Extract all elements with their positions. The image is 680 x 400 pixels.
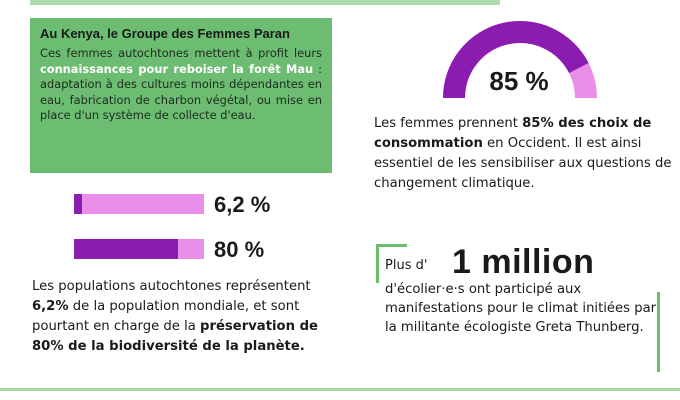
million-frame <box>376 244 660 372</box>
consumption-gauge <box>443 21 597 99</box>
population-text-1: Les populations autochtones représentent <box>32 279 311 294</box>
kenya-highlight: connaissances pour reboiser la forêt Mau <box>40 61 314 76</box>
population-bold-2: préservation de 80% de la biodiversité d… <box>32 319 318 354</box>
consumption-bold: 85% des choix de consommation <box>374 116 652 151</box>
kenya-box-text: Ces femmes autochtones mettent à profit … <box>40 46 322 124</box>
bar-population-fill <box>74 194 82 214</box>
million-figure: 1 million <box>452 243 595 281</box>
bar-biodiversity-label: 80 % <box>214 237 265 262</box>
million-prefix: Plus d' <box>385 258 428 273</box>
population-text-2: de la population mondiale, et sont pourt… <box>32 299 300 334</box>
bar-population-track <box>74 194 204 214</box>
kenya-text-2: : adaptation à des cultures moins dépend… <box>40 61 322 123</box>
frame-bracket-top-left <box>376 244 407 283</box>
bar-population <box>74 194 204 214</box>
million-paragraph: d'écolier·e·s ont participé aux manifest… <box>385 282 657 335</box>
consumption-text-1: Les femmes prennent <box>374 116 523 131</box>
gauge-fill <box>443 21 589 99</box>
population-bold-1: 6,2% <box>32 299 69 314</box>
kenya-info-box: Au Kenya, le Groupe des Femmes Paran Ces… <box>30 18 332 173</box>
bar-population-label: 6,2 % <box>214 192 271 217</box>
gauge-value-label: 85 % <box>489 66 549 96</box>
consumption-text-2: en Occident. Il est ainsi essentiel de l… <box>374 136 672 191</box>
population-paragraph: Les populations autochtones représentent… <box>32 277 342 357</box>
kenya-text-1: Ces femmes autochtones mettent à profit … <box>40 46 322 60</box>
bottom-divider <box>0 388 680 391</box>
bar-biodiversity-fill <box>74 239 178 259</box>
consumption-paragraph: Les femmes prennent 85% des choix de con… <box>374 114 674 194</box>
frame-bracket-bottom-right <box>657 292 660 372</box>
top-decor-strip <box>30 0 500 5</box>
kenya-box-title: Au Kenya, le Groupe des Femmes Paran <box>40 26 290 41</box>
bar-biodiversity <box>74 239 204 259</box>
